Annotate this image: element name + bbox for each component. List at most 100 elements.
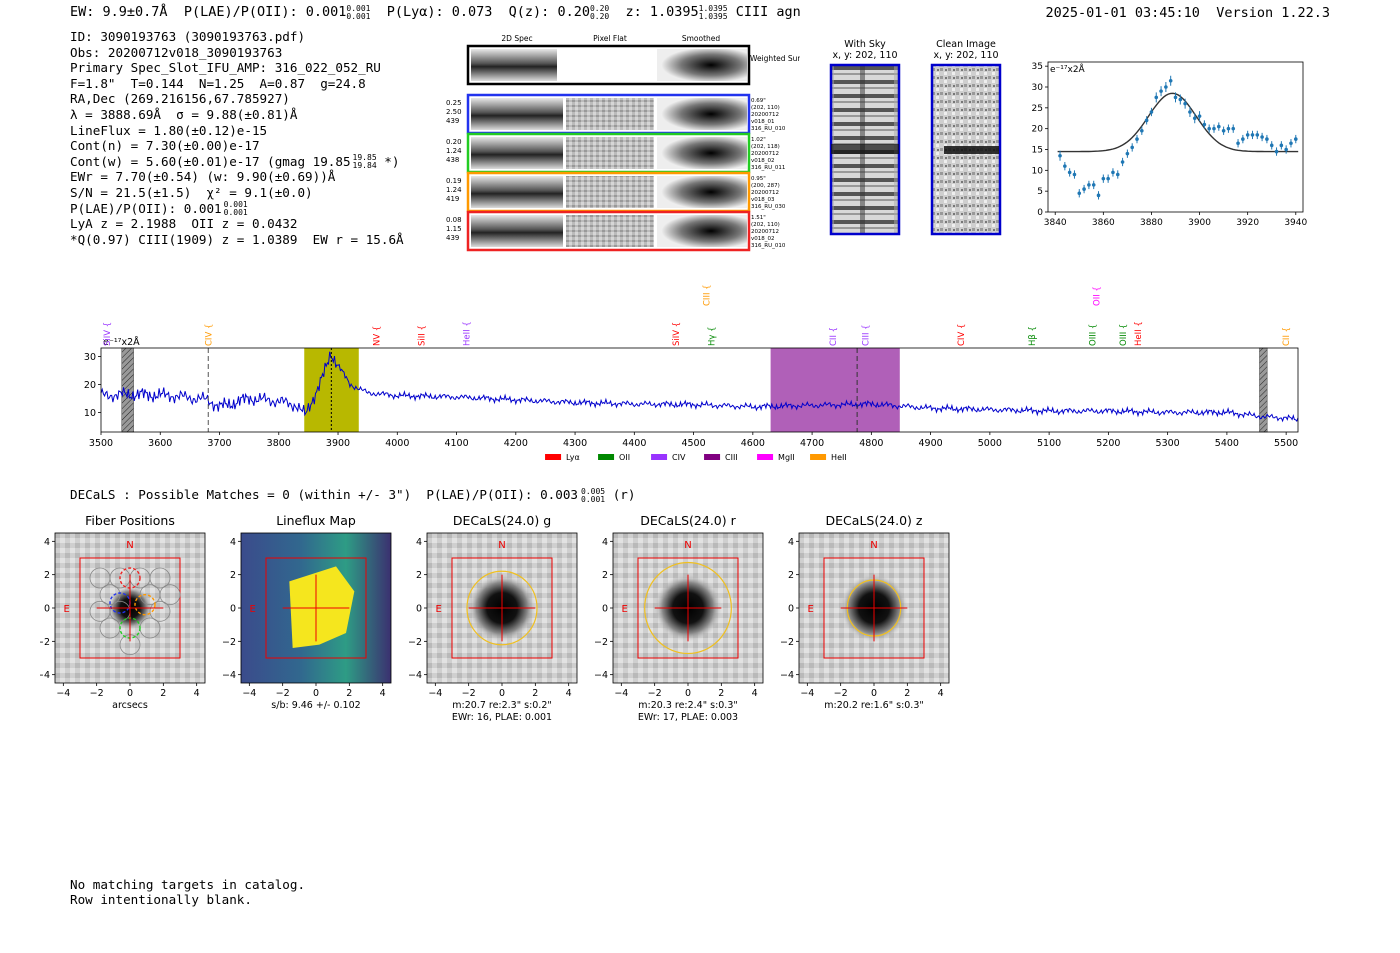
line-label: Hβ {	[1028, 326, 1038, 346]
panel-ytick-label: −2	[408, 637, 422, 648]
cutout-row-left-label: 439	[446, 117, 459, 125]
panel-caption: m:20.3 re:2.4" s:0.3"	[638, 700, 738, 711]
cutout-2dspec	[471, 137, 563, 169]
cutout-row-right-label: (202, 110)	[751, 222, 780, 228]
header-meta: 2025-01-01 03:45:10 Version 1.22.3	[1046, 5, 1331, 21]
zoom-data-point	[1130, 145, 1134, 150]
info-line-params: F=1.8" T=0.144 N=1.25 A=0.87 g=24.8	[70, 75, 366, 91]
header-line: CIII	[735, 4, 769, 20]
zoom-data-point	[1197, 114, 1202, 118]
header-qz: Q(z): 0.20	[508, 4, 590, 20]
panel-ytick-label: 0	[44, 604, 50, 615]
legend-swatch	[810, 454, 827, 460]
header-qz-lo: 0.20	[589, 12, 610, 21]
header-summary: EW: 9.9±0.7Å P(LAE)/P(OII): 0.001 0.001 0.…	[70, 4, 801, 21]
legend-label: Lyα	[566, 453, 580, 462]
decals-prefix: DECaLS : Possible Matches = 0 (within +/…	[70, 487, 578, 502]
header-plae-range: 0.001 0.001	[346, 5, 370, 21]
cutout-row-left-label: 439	[446, 234, 459, 242]
east-label: E	[250, 604, 256, 615]
info-line-obs: Obs: 20200712v018_3090193763	[70, 44, 283, 60]
zoom-data-point	[1178, 97, 1183, 102]
zoom-data-point	[1149, 110, 1154, 114]
image-panels: Fiber Positions N E −4 −4 −2 −2 0 0 2 2 4 4 arcsecs Li…	[40, 513, 950, 723]
panel-ytick-label: 4	[788, 537, 794, 548]
line-label-text: OIII {	[1088, 324, 1098, 346]
main-xtick-label: 3600	[148, 438, 172, 449]
line-label: CIV {	[204, 324, 214, 346]
north-label: N	[126, 540, 133, 551]
zoom-ytick-label: 0	[1037, 208, 1043, 218]
zoom-data-point	[1202, 122, 1207, 127]
line-label: HeII {	[1134, 321, 1144, 346]
zoom-data-point	[1168, 78, 1173, 83]
info-line-ciii: *Q(0.97) CIII(1909) z = 1.0389 EW r = 15…	[70, 231, 404, 247]
info-line-contn: Cont(n) = 7.30(±0.00)e-17	[70, 138, 260, 154]
zoom-data-point	[1072, 172, 1077, 177]
legend-swatch	[704, 454, 721, 460]
zoom-data-point	[1241, 137, 1245, 141]
panel-xtick-label: 4	[752, 688, 758, 699]
line-label-text: OIII {	[1119, 324, 1129, 346]
panel-caption: m:20.2 re:1.6" s:0.3"	[824, 700, 924, 711]
panel-xtick-label: 2	[904, 688, 910, 699]
aperture-box	[823, 557, 925, 659]
zoom-data-point	[1183, 101, 1187, 106]
cutout-pixelflat	[566, 176, 654, 208]
zoom-data-point	[1265, 137, 1269, 141]
info-line-lineflux: LineFlux = 1.80(±0.12)e-15	[70, 122, 268, 138]
zoom-data-point	[1082, 187, 1086, 191]
main-ytick-label: 20	[84, 380, 96, 391]
main-xtick-label: 5400	[1215, 438, 1239, 449]
cutout-row-left-label: 0.25	[446, 99, 462, 107]
ciii-band	[770, 348, 900, 432]
legend-label: OII	[619, 453, 630, 462]
cutout-row-right-label: 20200712	[751, 190, 779, 196]
decals-range: 0.005 0.001	[581, 488, 605, 504]
fiber-circle	[149, 567, 171, 589]
footer: No matching targets in catalog. Row inte…	[70, 877, 305, 907]
cutout-row-right-label: 316_RU_030	[751, 204, 786, 210]
panel-title: DECaLS(24.0) r	[640, 513, 736, 528]
info-block: ID: 3090193763 (3090193763.pdf) Obs: 202…	[70, 29, 404, 247]
zoom-data-point	[1106, 176, 1110, 181]
cutout-row-right-label: 20200712	[751, 229, 779, 235]
main-xtick-label: 5300	[1156, 438, 1180, 449]
panel-ytick-label: 0	[788, 604, 794, 615]
zoom-data-point	[1096, 193, 1101, 198]
zoom-data-point	[1231, 126, 1236, 131]
fit-ellipse	[644, 561, 732, 655]
panel-title: DECaLS(24.0) z	[826, 513, 923, 528]
cutout-smoothed	[657, 176, 747, 208]
zoom-data-point	[1207, 126, 1211, 131]
zoom-data-point	[1236, 141, 1240, 146]
zoom-data-point	[1063, 164, 1067, 168]
main-xtick-label: 5200	[1096, 438, 1120, 449]
panel-image: N E −4 −4 −2 −2 0 0 2 2 4 4	[594, 532, 764, 699]
line-label: OII {	[1093, 286, 1103, 306]
legend-label: HeII	[831, 453, 847, 462]
east-label: E	[436, 604, 442, 615]
weighted-sum-smoothed	[657, 49, 747, 81]
header-z: z: 1.0395	[625, 4, 699, 20]
east-label: E	[622, 604, 628, 615]
spectrum-line	[100, 351, 1299, 423]
panel-xtick-label: 4	[566, 688, 572, 699]
panel-xtick-label: 2	[160, 688, 166, 699]
line-label: SiII {	[418, 325, 428, 346]
cutout-pixelflat	[566, 98, 654, 130]
weighted-sum-label: Weighted Sum	[750, 54, 800, 63]
main-xtick-label: 5000	[978, 438, 1002, 449]
main-xtick-label: 4800	[859, 438, 883, 449]
line-label: HeII {	[463, 321, 473, 346]
line-label-text: CIV {	[957, 324, 967, 346]
cutout-row-right-label: 0.69"	[751, 98, 766, 104]
cutout-row-right-label: 20200712	[751, 112, 779, 118]
main-spectrum-chart: 3500 3600 3700 3800 3900 4000 4100 4200 4300 4400…	[84, 284, 1299, 462]
header-timestamp: 2025-01-01 03:45:10	[1045, 5, 1200, 21]
main-ytick-label: 10	[84, 408, 96, 419]
zoom-data-point	[1274, 149, 1279, 154]
main-xtick-label: 4900	[919, 438, 943, 449]
masked-region	[1259, 347, 1268, 433]
